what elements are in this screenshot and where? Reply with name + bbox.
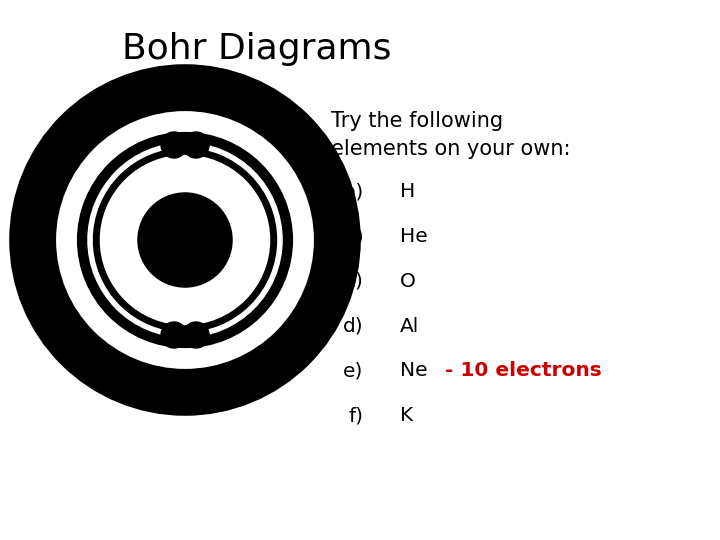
Circle shape xyxy=(161,132,187,158)
Circle shape xyxy=(186,79,212,105)
Text: f): f) xyxy=(348,406,364,426)
Text: Ne: Ne xyxy=(400,361,433,381)
Text: O: O xyxy=(400,272,415,291)
Circle shape xyxy=(133,188,237,292)
Circle shape xyxy=(24,213,50,239)
Circle shape xyxy=(186,375,212,401)
Circle shape xyxy=(320,241,346,267)
Text: Try the following
elements on your own:: Try the following elements on your own: xyxy=(331,111,571,159)
Text: H: H xyxy=(400,182,415,201)
Text: e): e) xyxy=(343,361,364,381)
Circle shape xyxy=(320,213,346,239)
Circle shape xyxy=(158,79,184,105)
Text: c): c) xyxy=(345,272,364,291)
Circle shape xyxy=(24,241,50,267)
Circle shape xyxy=(161,322,187,348)
Text: a): a) xyxy=(343,182,364,201)
Circle shape xyxy=(183,322,209,348)
Text: Al: Al xyxy=(400,316,419,336)
Text: Bohr Diagrams: Bohr Diagrams xyxy=(122,32,392,66)
Circle shape xyxy=(158,375,184,401)
Text: b): b) xyxy=(343,227,364,246)
Circle shape xyxy=(183,132,209,158)
Text: d): d) xyxy=(343,316,364,336)
Text: - 10 electrons: - 10 electrons xyxy=(445,361,602,381)
Text: He: He xyxy=(400,227,428,246)
Text: K: K xyxy=(400,406,413,426)
